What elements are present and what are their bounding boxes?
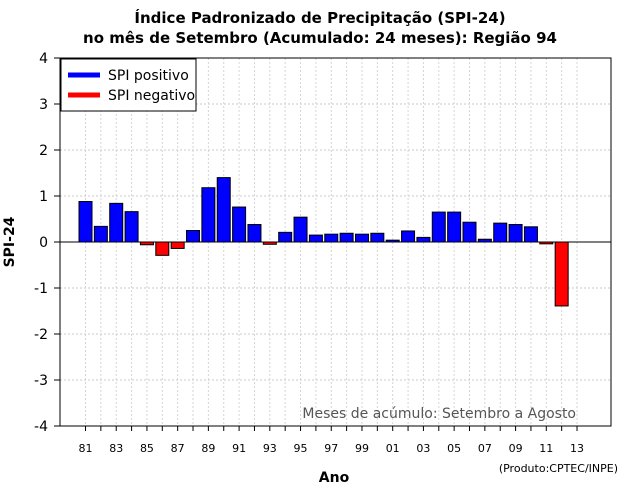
x-tick-label: 97: [324, 442, 338, 455]
bar-88: [186, 230, 201, 243]
bar-95: [293, 216, 308, 243]
bar-82: [93, 225, 108, 243]
x-tick-label: 89: [201, 442, 215, 455]
x-tick-label: 05: [447, 442, 461, 455]
x-tick-label: 81: [79, 442, 93, 455]
bar-10: [523, 226, 538, 243]
bars: [78, 177, 569, 307]
x-tick-label: 85: [140, 442, 154, 455]
chart-subtitle: no mês de Setembro (Acumulado: 24 meses)…: [83, 29, 557, 47]
bar-12: [554, 241, 569, 307]
bar-05: [447, 211, 462, 243]
legend-label: SPI negativo: [108, 88, 195, 104]
bar-83: [109, 202, 124, 243]
x-tick-label: 95: [294, 442, 308, 455]
y-tick-label: 4: [39, 51, 48, 67]
y-tick-label: 3: [39, 97, 48, 113]
legend-box: [60, 58, 197, 112]
bar-02: [401, 230, 416, 243]
y-tick-label: -3: [34, 373, 48, 389]
y-axis-ticks: -4 -3 -2 -1 0 1 2 3 4: [34, 51, 60, 435]
y-tick-label: -4: [34, 419, 48, 435]
bar-00: [370, 232, 385, 243]
y-tick-label: -2: [34, 327, 48, 343]
bar-98: [339, 232, 354, 243]
bar-81: [78, 201, 93, 243]
bar-99: [354, 233, 369, 243]
x-tick-label: 07: [478, 442, 492, 455]
bar-91: [232, 206, 247, 243]
y-tick-label: 2: [39, 143, 48, 159]
x-tick-label: 01: [386, 442, 400, 455]
bar-08: [493, 222, 508, 243]
x-tick-label: 09: [509, 442, 523, 455]
bar-86: [155, 241, 170, 256]
bar-04: [431, 211, 446, 243]
bar-97: [324, 233, 339, 243]
chart-title: Índice Padronizado de Precipitação (SPI-…: [134, 9, 506, 27]
x-tick-label: 03: [416, 442, 430, 455]
x-tick-label: 91: [232, 442, 246, 455]
bar-92: [247, 224, 262, 243]
credit-text: (Produto:CPTEC/INPE): [498, 462, 618, 475]
y-tick-label: 0: [39, 235, 48, 251]
x-tick-label: 99: [355, 442, 369, 455]
bar-03: [416, 236, 431, 243]
x-tick-label: 93: [263, 442, 277, 455]
x-tick-label: 87: [171, 442, 185, 455]
annotation-text: Meses de acúmulo: Setembro a Agosto: [302, 406, 576, 422]
x-tick-label: 83: [109, 442, 123, 455]
legend: SPI positivo SPI negativo: [60, 58, 197, 112]
legend-label: SPI positivo: [108, 68, 189, 84]
x-axis-ticks: 81 83 85 87 89 91 93 95 97 99 01 03 05 07 09 11 13: [79, 426, 584, 455]
bar-87: [170, 241, 185, 249]
y-tick-label: -1: [34, 281, 48, 297]
x-tick-label: 11: [539, 442, 553, 455]
bar-94: [278, 231, 293, 243]
x-axis-label: Ano: [319, 470, 350, 486]
x-tick-label: 13: [570, 442, 584, 455]
bar-90: [216, 177, 231, 243]
y-axis-label: SPI-24: [2, 216, 18, 267]
bar-96: [308, 234, 323, 243]
bar-84: [124, 211, 139, 243]
y-tick-label: 1: [39, 189, 48, 205]
bar-89: [201, 187, 216, 243]
bar-06: [462, 221, 477, 243]
bar-09: [508, 224, 523, 243]
